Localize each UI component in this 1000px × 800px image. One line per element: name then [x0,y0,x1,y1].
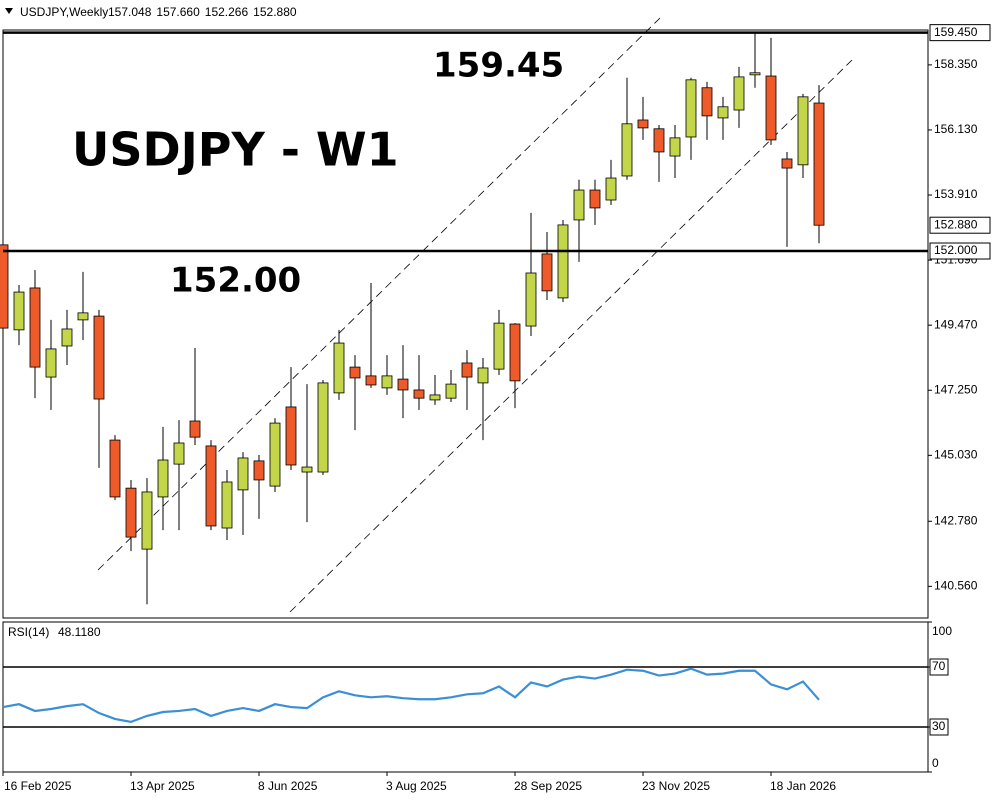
candle-body [173,442,185,465]
candle-body [509,323,521,382]
candle-body [797,96,809,166]
candle-body [525,272,537,327]
candle-body [605,177,617,201]
price-box [929,24,991,42]
annotation: 159.45 [433,46,564,86]
candle-body [221,481,233,529]
candle-body [589,189,601,209]
candle-body [669,137,681,157]
x-tick-label: 28 Sep 2025 [514,779,582,793]
candle-body [717,106,729,119]
x-tick-label: 3 Aug 2025 [386,779,447,793]
y-tick-label: 156.130 [934,122,978,136]
candle-body [61,328,73,347]
candle-body [125,487,137,538]
candle-body [813,102,825,226]
rsi-level-box [929,658,949,676]
candle-body [445,383,457,399]
y-tick-label: 149.470 [934,317,978,331]
candle-body [733,76,745,111]
candle-body [557,224,569,299]
price-box-label: 159.450 [934,25,978,39]
candle-body [349,366,361,379]
y-tick-label: 158.350 [934,57,978,71]
candle-body [637,119,649,129]
rsi-tick-label: 0 [932,756,939,770]
candle-body [461,362,473,378]
candle-body [93,315,105,400]
candle-body [381,375,393,389]
candle-body [205,445,217,527]
y-tick-label: 153.910 [934,187,978,201]
rsi-tick-label: 30 [932,719,946,733]
price-box [929,216,991,234]
candle-body [765,75,777,141]
rsi-tick-label: 100 [932,624,952,638]
rsi-label: RSI(14) [8,625,49,639]
price-box-label: 152.000 [934,243,978,257]
y-tick-label: 140.560 [934,579,978,593]
price-box-label: 152.880 [934,217,978,231]
ohlc-value: 157.660 [156,5,200,19]
candle-body [541,253,553,292]
price-box [929,242,991,260]
annotation: 152.00 [170,261,301,301]
candle-body [317,382,329,473]
candle-body [621,123,633,177]
candle-body [189,420,201,438]
candle-body [333,342,345,394]
x-tick-label: 18 Jan 2026 [770,779,836,793]
candle-body [749,72,761,76]
candle-body [237,457,249,491]
candle-body [429,394,441,401]
candle-body [685,79,697,138]
symbol-header: USDJPY,Weekly [20,5,108,19]
candle-body [477,367,489,384]
ohlc-value: 152.266 [205,5,249,19]
rsi-panel [2,621,929,773]
candle-body [301,466,313,473]
candle-body [0,244,9,329]
candle-body [653,128,665,153]
candle-body [493,322,505,370]
y-tick-label: 145.030 [934,447,978,461]
ohlc-value: 157.048 [108,5,152,19]
channel-upper [97,17,661,571]
ohlc-value: 152.880 [253,5,297,19]
channel-lower [289,59,853,613]
x-tick-label: 8 Jun 2025 [258,779,318,793]
y-tick-label: 147.250 [934,382,978,396]
x-tick-label: 23 Nov 2025 [642,779,710,793]
candle-body [109,439,121,498]
candle-body [29,287,41,368]
candle-body [285,406,297,466]
chart-title: USDJPY - W1 [72,123,399,177]
rsi-value-label: 48.1180 [58,625,101,639]
rsi-line [2,667,820,724]
candle-body [141,491,153,550]
rsi-tick-label: 70 [932,659,946,673]
candle-body [269,422,281,487]
candle-body [781,158,793,169]
x-tick-label: 16 Feb 2025 [4,779,72,793]
candle-body [397,378,409,391]
candle-body [45,348,57,378]
candle-body [365,375,377,386]
y-tick-label: 142.780 [934,513,978,527]
menu-triangle [5,8,13,14]
x-tick-label: 13 Apr 2025 [130,779,195,793]
candle-body [701,87,713,117]
candle-body [77,312,89,321]
rsi-level-box [929,718,949,736]
candle-body [157,459,169,498]
candle-body [573,189,585,221]
candle-body [253,460,265,481]
candle-body [413,389,425,399]
candle-body [13,291,25,331]
